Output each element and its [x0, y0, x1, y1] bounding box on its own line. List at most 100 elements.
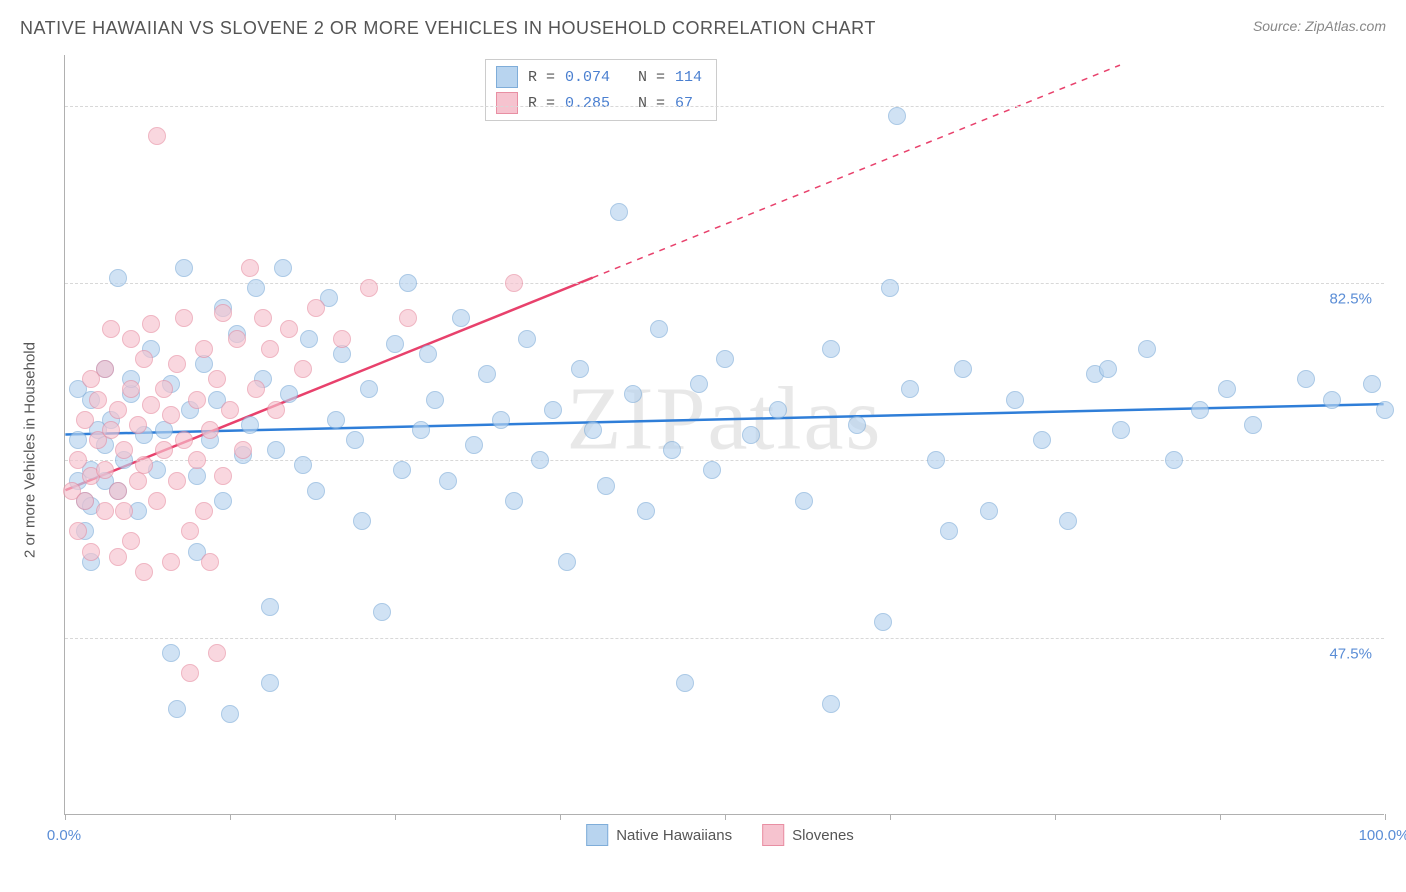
scatter-point [1323, 391, 1341, 409]
scatter-point [142, 315, 160, 333]
scatter-point [175, 259, 193, 277]
scatter-point [353, 512, 371, 530]
scatter-point [135, 563, 153, 581]
scatter-point [465, 436, 483, 454]
scatter-point [168, 472, 186, 490]
watermark: ZIPatlas [567, 368, 883, 471]
scatter-point [769, 401, 787, 419]
scatter-point [1218, 380, 1236, 398]
scatter-point [558, 553, 576, 571]
legend-swatch [496, 66, 518, 88]
scatter-point [168, 700, 186, 718]
scatter-point [531, 451, 549, 469]
scatter-point [261, 340, 279, 358]
scatter-point [69, 431, 87, 449]
scatter-point [89, 391, 107, 409]
scatter-point [412, 421, 430, 439]
scatter-point [201, 553, 219, 571]
gridline [65, 106, 1384, 107]
scatter-point [610, 203, 628, 221]
scatter-point [822, 695, 840, 713]
scatter-point [795, 492, 813, 510]
scatter-point [109, 269, 127, 287]
scatter-point [261, 598, 279, 616]
scatter-point [155, 441, 173, 459]
scatter-point [195, 502, 213, 520]
chart-container: 2 or more Vehicles in Household ZIPatlas… [50, 55, 1390, 845]
legend-swatch [762, 824, 784, 846]
scatter-point [1376, 401, 1394, 419]
scatter-point [76, 411, 94, 429]
scatter-point [221, 705, 239, 723]
scatter-point [221, 401, 239, 419]
scatter-point [1033, 431, 1051, 449]
scatter-point [267, 441, 285, 459]
scatter-point [597, 477, 615, 495]
scatter-point [901, 380, 919, 398]
scatter-point [373, 603, 391, 621]
scatter-point [419, 345, 437, 363]
scatter-point [1244, 416, 1262, 434]
scatter-point [300, 330, 318, 348]
scatter-point [716, 350, 734, 368]
scatter-point [280, 320, 298, 338]
scatter-point [888, 107, 906, 125]
x-tick [560, 814, 561, 820]
scatter-point [386, 335, 404, 353]
scatter-point [162, 406, 180, 424]
scatter-point [115, 441, 133, 459]
scatter-point [360, 380, 378, 398]
legend-n-label: N = [620, 69, 665, 86]
scatter-point [676, 674, 694, 692]
scatter-point [122, 330, 140, 348]
scatter-point [181, 664, 199, 682]
legend-r-value: 0.285 [565, 95, 610, 112]
y-tick-label: 82.5% [1329, 291, 1372, 308]
scatter-point [360, 279, 378, 297]
plot-area: ZIPatlas R = 0.074 N = 114R = 0.285 N = … [64, 55, 1384, 815]
scatter-point [505, 274, 523, 292]
scatter-point [214, 492, 232, 510]
scatter-point [452, 309, 470, 327]
legend-n-value: 114 [675, 69, 702, 86]
scatter-point [241, 259, 259, 277]
scatter-point [162, 553, 180, 571]
x-tick [1385, 814, 1386, 820]
x-tick-label: 100.0% [1359, 827, 1406, 844]
scatter-point [241, 416, 259, 434]
legend-n-value: 67 [675, 95, 693, 112]
scatter-point [254, 309, 272, 327]
scatter-point [208, 644, 226, 662]
scatter-point [294, 456, 312, 474]
x-tick [230, 814, 231, 820]
legend-swatch [586, 824, 608, 846]
scatter-point [624, 385, 642, 403]
scatter-point [1138, 340, 1156, 358]
scatter-point [663, 441, 681, 459]
scatter-point [267, 401, 285, 419]
scatter-point [109, 401, 127, 419]
scatter-point [399, 309, 417, 327]
scatter-point [102, 421, 120, 439]
scatter-point [307, 299, 325, 317]
scatter-point [208, 370, 226, 388]
scatter-point [247, 380, 265, 398]
scatter-point [307, 482, 325, 500]
scatter-point [280, 385, 298, 403]
scatter-point [881, 279, 899, 297]
legend-correlation: R = 0.074 N = 114R = 0.285 N = 67 [485, 59, 717, 121]
scatter-point [69, 451, 87, 469]
gridline [65, 638, 1384, 639]
x-tick [65, 814, 66, 820]
scatter-point [1112, 421, 1130, 439]
scatter-point [439, 472, 457, 490]
scatter-point [327, 411, 345, 429]
scatter-point [214, 304, 232, 322]
scatter-point [690, 375, 708, 393]
scatter-point [426, 391, 444, 409]
x-tick [890, 814, 891, 820]
scatter-point [102, 320, 120, 338]
scatter-point [115, 502, 133, 520]
legend-r-label: R = [528, 69, 555, 86]
scatter-point [505, 492, 523, 510]
